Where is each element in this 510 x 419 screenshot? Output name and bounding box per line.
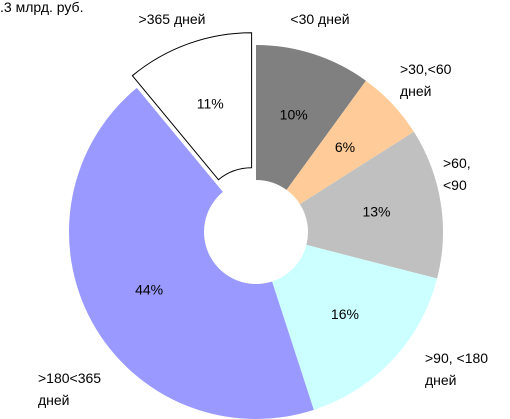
category-label: >90, <180 дней: [425, 350, 489, 388]
category-label: >365 дней: [138, 11, 206, 27]
category-label: >180<365 дней: [38, 370, 102, 408]
category-label: <30 дней: [290, 11, 350, 27]
value-label: 6%: [335, 139, 355, 155]
slice: [272, 244, 438, 410]
slice: [299, 131, 443, 279]
slice: [69, 87, 314, 419]
value-label: 10%: [280, 107, 308, 123]
category-label: >30,<60 дней: [400, 61, 452, 99]
slice: [256, 45, 366, 190]
slice: [131, 32, 253, 181]
slice: [286, 80, 414, 205]
chart-title: .3 млрд. руб.: [0, 0, 84, 15]
value-label: 16%: [331, 306, 359, 322]
value-label: 11%: [197, 96, 224, 112]
value-label: 44%: [135, 281, 163, 297]
category-label: >60, <90: [443, 155, 471, 193]
value-label: 13%: [362, 204, 390, 220]
